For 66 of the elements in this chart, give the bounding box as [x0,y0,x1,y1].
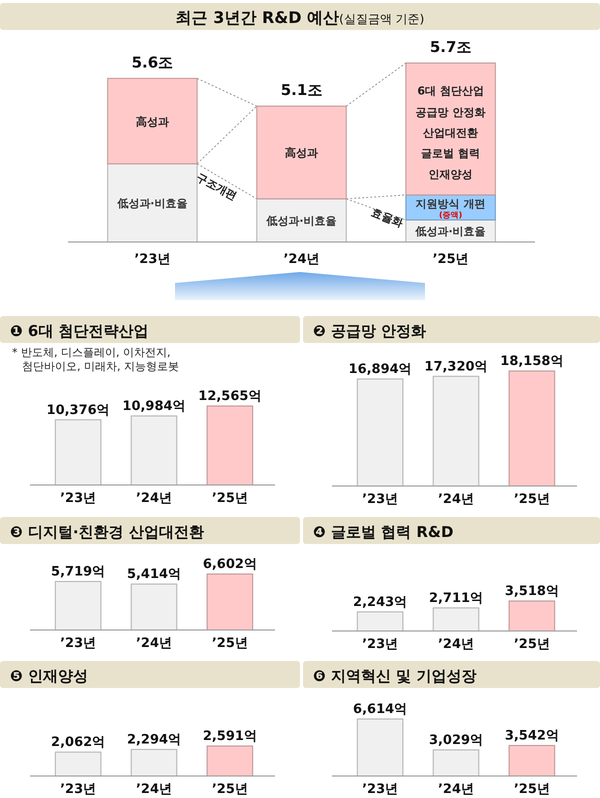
x-tick-label: ’23년 [134,252,170,267]
bar [107,78,198,164]
text: 低성과·비효율 [266,214,337,228]
bar [107,163,198,242]
chart-title: ❶ 6대 첨단전략산업 [10,322,149,340]
annotation: 글로벌 협력 [421,147,480,160]
chart-title: ❹ 글로벌 협력 R&D [313,523,454,541]
annotation: 5.7조 [430,38,472,56]
x-tick-label: ’25년 [514,637,550,652]
chart-title: ❸ 디지털·친환경 산업대전환 [10,523,204,541]
annotation: 인재양성 [428,168,473,181]
data-label: 10,984억 [122,398,186,414]
data-label: 3,518억 [504,584,559,599]
text: * 반도체, 디스플레이, 이차전지, 첨단바이오, 미래차, 지능형로봇 [12,346,179,373]
annotation: 高성과 [285,146,318,160]
x-tick-label: ’24년 [283,252,320,267]
data-label: 3,542억 [504,728,559,744]
x-tick-label: ’24년 [136,782,172,797]
chart-title: ❷ 공급망 안정화 [313,322,426,340]
data-label: 2,591억 [202,729,257,744]
chart-title: 최근 3년간 R&D 예산 [176,8,340,27]
data-label: 2,062억 [51,735,106,750]
data-label: 5,414억 [126,567,182,582]
data-label: 18,158억 [500,354,564,369]
series-label: 低성과·비효율 [414,224,486,238]
x-tick-label: ’24년 [438,492,474,507]
annotation: (증액) [438,210,462,220]
data-label: 12,565억 [198,389,262,404]
x-tick-label: ’23년 [60,491,96,506]
x-tick-label: ’24년 [438,782,474,797]
data-label: 2,243억 [353,594,408,610]
x-tick-label: ’25년 [212,491,248,506]
data-label: 16,894억 [348,362,412,378]
text: 低성과·비효율 [117,196,188,210]
x-tick-label: ’24년 [438,637,474,652]
annotation: 高성과 [136,116,169,129]
data-label: 2,711억 [428,590,484,606]
x-tick-label: ’23년 [60,636,96,651]
x-tick-label: ’24년 [136,491,172,506]
data-label: 6,614억 [353,702,408,717]
data-label: 2,294억 [126,732,182,748]
chart-title: ❻ 지역혁신 및 기업성장 [313,667,476,685]
annotation: 산업대전환 [423,126,478,140]
x-tick-label: ’25년 [212,782,248,797]
x-tick-label: ’23년 [60,782,96,797]
data-label: 10,376억 [46,402,110,418]
annotation: 6대 첨단산업 [417,84,484,98]
x-tick-label: ’25년 [432,252,469,267]
data-label: 17,320억 [424,359,488,374]
x-tick-label: ’25년 [212,636,248,651]
x-tick-label: ’23년 [362,637,398,652]
data-label: 5,719억 [51,564,106,580]
annotation: 공급망 안정화 [416,106,486,120]
x-tick-label: ’23년 [362,492,398,507]
chart-title: ❺ 인재양성 [10,667,88,685]
data-label: 6,602억 [202,557,257,572]
annotation: 5.6조 [132,53,174,72]
chart-subtitle: (실질금액 기준) [339,12,424,26]
x-tick-label: ’23년 [362,782,398,797]
series-label: 지원방식 개편 [414,197,486,210]
annotation: 5.1조 [280,81,322,100]
x-tick-label: ’25년 [514,782,550,797]
bar [256,106,347,200]
data-label: 3,029억 [428,732,484,748]
x-tick-label: ’25년 [514,492,550,507]
x-tick-label: ’24년 [136,636,172,651]
